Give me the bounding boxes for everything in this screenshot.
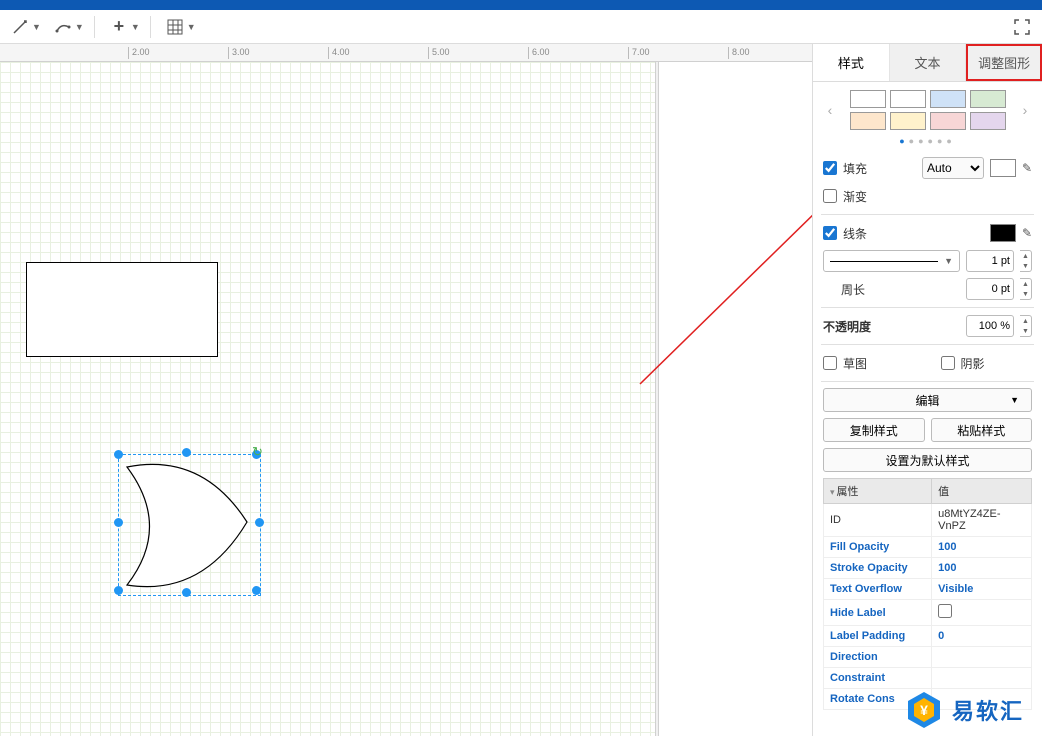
prop-value[interactable]: 100 (932, 558, 1032, 579)
perimeter-label: 周长 (841, 281, 960, 298)
canvas-splitter[interactable] (655, 62, 659, 736)
ruler-horizontal: 2.003.004.005.006.007.008.00 (0, 44, 812, 62)
edit-style-button[interactable]: 编辑▼ (823, 388, 1032, 412)
props-header-val: 值 (932, 479, 1032, 504)
watermark-logo-icon: ¥ (904, 690, 944, 730)
perimeter-spinner[interactable]: ▲▼ (1020, 278, 1032, 300)
gradient-checkbox[interactable] (823, 189, 837, 203)
tab-style[interactable]: 样式 (813, 44, 890, 81)
prop-key[interactable]: Fill Opacity (824, 537, 932, 558)
prop-key[interactable]: Hide Label (824, 600, 932, 626)
set-default-style-button[interactable]: 设置为默认样式 (823, 448, 1032, 472)
copy-style-button[interactable]: 复制样式 (823, 418, 925, 442)
opacity-label: 不透明度 (823, 318, 960, 335)
fill-pipette-icon[interactable]: ✎ (1022, 161, 1032, 175)
selection-handle[interactable] (252, 586, 261, 595)
title-bar (0, 0, 1042, 10)
svg-text:¥: ¥ (920, 702, 928, 718)
prop-key[interactable]: Stroke Opacity (824, 558, 932, 579)
color-swatch[interactable] (850, 112, 886, 130)
tab-arrange[interactable]: 调整图形 (966, 44, 1042, 81)
prop-key[interactable]: Text Overflow (824, 579, 932, 600)
line-style-select[interactable]: ▼ (823, 250, 960, 272)
stroke-checkbox[interactable] (823, 226, 837, 240)
selection-handle[interactable] (114, 518, 123, 527)
color-swatch[interactable] (890, 112, 926, 130)
prop-value[interactable]: u8MtYZ4ZE-VnPZ (932, 504, 1032, 537)
shadow-label: 阴影 (961, 355, 1033, 372)
gradient-label: 渐变 (843, 188, 1032, 205)
fullscreen-icon[interactable] (1008, 14, 1036, 40)
selection-handle[interactable] (182, 588, 191, 597)
prop-value[interactable] (932, 668, 1032, 689)
prop-key[interactable]: Constraint (824, 668, 932, 689)
swatch-prev-icon[interactable]: ‹ (823, 102, 837, 118)
prop-value[interactable] (932, 600, 1032, 626)
waypoint-tool[interactable]: ▼ (49, 14, 84, 40)
fill-color-swatch[interactable] (990, 159, 1016, 177)
swatch-pager: ●●●●●● (823, 136, 1032, 146)
tab-text[interactable]: 文本 (890, 44, 967, 81)
stroke-pipette-icon[interactable]: ✎ (1022, 226, 1032, 240)
fill-checkbox[interactable] (823, 161, 837, 175)
selection-handle[interactable] (114, 450, 123, 459)
prop-value[interactable] (932, 647, 1032, 668)
prop-value[interactable]: 0 (932, 626, 1032, 647)
prop-value[interactable]: 100 (932, 537, 1032, 558)
fill-label: 填充 (843, 160, 916, 177)
fill-mode-select[interactable]: Auto (922, 157, 984, 179)
watermark: ¥ 易软汇 (904, 690, 1024, 730)
prop-key[interactable]: ID (824, 504, 932, 537)
sketch-checkbox[interactable] (823, 356, 837, 370)
stroke-width-input[interactable] (966, 250, 1014, 272)
opacity-spinner[interactable]: ▲▼ (1020, 315, 1032, 337)
swatch-next-icon[interactable]: › (1018, 102, 1032, 118)
prop-key[interactable]: Direction (824, 647, 932, 668)
rotation-handle[interactable]: ↻ (252, 444, 266, 458)
format-panel: 样式 文本 调整图形 ‹ › ●●●●●● 填充 Auto ✎ 渐变 (812, 44, 1042, 736)
panel-tabs: 样式 文本 调整图形 (813, 44, 1042, 82)
canvas-grid (0, 62, 655, 736)
sketch-label: 草图 (843, 355, 915, 372)
stroke-width-spinner[interactable]: ▲▼ (1020, 250, 1032, 272)
prop-key[interactable]: Label Padding (824, 626, 932, 647)
color-swatch[interactable] (970, 112, 1006, 130)
table-tool[interactable]: ▼ (161, 14, 196, 40)
color-swatch[interactable] (930, 90, 966, 108)
insert-tool[interactable]: + ▼ (105, 14, 140, 40)
color-swatch[interactable] (850, 90, 886, 108)
connector-tool[interactable]: ▼ (6, 14, 41, 40)
selection-handle[interactable] (114, 586, 123, 595)
selection-box (118, 454, 261, 596)
color-swatch[interactable] (930, 112, 966, 130)
rectangle-shape[interactable] (26, 262, 218, 357)
opacity-input[interactable] (966, 315, 1014, 337)
color-swatch[interactable] (890, 90, 926, 108)
selection-handle[interactable] (255, 518, 264, 527)
watermark-text: 易软汇 (952, 694, 1024, 726)
color-swatch[interactable] (970, 90, 1006, 108)
properties-table: ▾属性 值 IDu8MtYZ4ZE-VnPZFill Opacity100Str… (823, 478, 1032, 710)
shadow-checkbox[interactable] (941, 356, 955, 370)
prop-checkbox[interactable] (938, 604, 952, 618)
prop-value[interactable]: Visible (932, 579, 1032, 600)
toolbar: ▼ ▼ + ▼ ▼ (0, 10, 1042, 44)
stroke-label: 线条 (843, 225, 984, 242)
selection-handle[interactable] (182, 448, 191, 457)
props-header-attr: 属性 (837, 486, 859, 498)
paste-style-button[interactable]: 粘贴样式 (931, 418, 1033, 442)
stroke-color-swatch[interactable] (990, 224, 1016, 242)
canvas-area[interactable]: 2.003.004.005.006.007.008.00 ↻ (0, 44, 812, 736)
perimeter-input[interactable] (966, 278, 1014, 300)
